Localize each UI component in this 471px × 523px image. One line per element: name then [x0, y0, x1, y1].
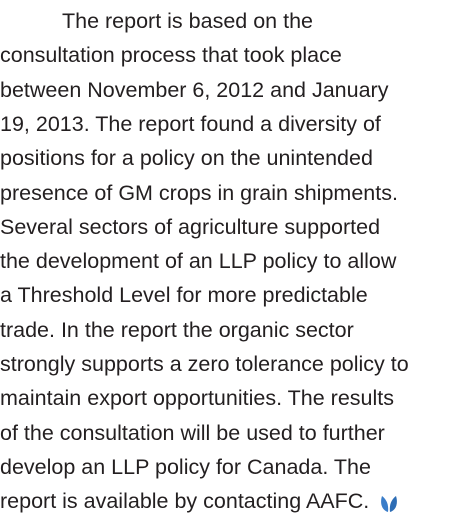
text-line: develop an LLP policy for Canada. The [0, 454, 371, 479]
text-line: strongly supports a zero tolerance polic… [0, 352, 409, 376]
text-line: consultation process that took place [0, 43, 342, 68]
text-line: The report is based on the [62, 9, 313, 33]
text-line: positions for a policy on the unintended [0, 146, 373, 171]
text-line: trade. In the report the organic sector [0, 317, 354, 342]
text-line: report is available by contacting AAFC. [0, 489, 370, 514]
text-line: between November 6, 2012 and January [0, 77, 389, 102]
text-line: the development of an LLP policy to allo… [0, 249, 397, 274]
text-line: of the consultation will be used to furt… [0, 420, 385, 445]
text-line: presence of GM crops in grain shipments. [0, 180, 398, 205]
text-line: a Threshold Level for more predictable [0, 283, 368, 308]
leaf-icon [381, 496, 397, 513]
text-line: maintain export opportunities. The resul… [0, 386, 394, 411]
text-line: 19, 2013. The report found a diversity o… [0, 111, 381, 136]
text-line: Several sectors of agriculture supported [0, 214, 381, 239]
